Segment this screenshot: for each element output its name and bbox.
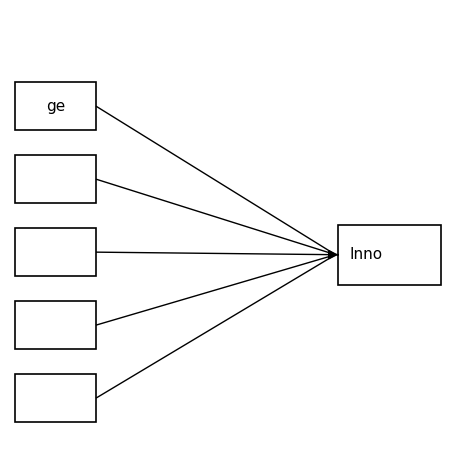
FancyBboxPatch shape: [338, 225, 441, 285]
Text: Inno: Inno: [349, 247, 383, 263]
FancyBboxPatch shape: [15, 155, 96, 203]
FancyBboxPatch shape: [15, 228, 96, 276]
FancyBboxPatch shape: [15, 82, 96, 130]
Text: ge: ge: [46, 99, 65, 114]
FancyBboxPatch shape: [15, 374, 96, 422]
FancyBboxPatch shape: [15, 301, 96, 349]
